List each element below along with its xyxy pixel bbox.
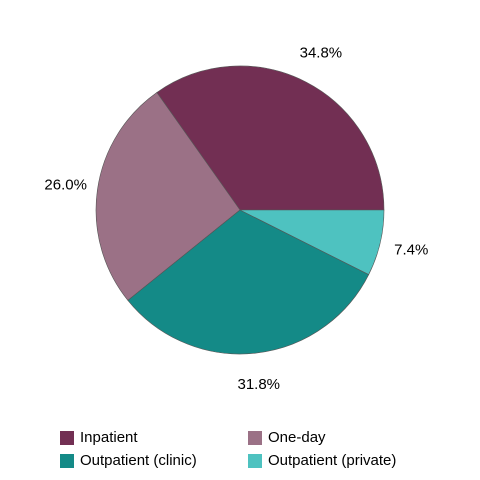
pie-slice [127, 209, 370, 355]
data-label: 7.4% [394, 242, 428, 259]
legend-label: One-day [268, 429, 326, 446]
pie-slice [239, 209, 385, 275]
legend-label: Outpatient (private) [268, 452, 396, 469]
pie-slice [156, 65, 385, 211]
legend-swatch [248, 454, 262, 468]
legend-swatch [60, 431, 74, 445]
data-label: 34.8% [300, 45, 343, 62]
data-label: 31.8% [237, 376, 280, 393]
pie-slice [95, 92, 241, 301]
legend-label: Inpatient [80, 429, 138, 446]
data-label: 26.0% [44, 177, 87, 194]
legend-label: Outpatient (clinic) [80, 452, 197, 469]
legend-swatch [60, 454, 74, 468]
legend-swatch [248, 431, 262, 445]
